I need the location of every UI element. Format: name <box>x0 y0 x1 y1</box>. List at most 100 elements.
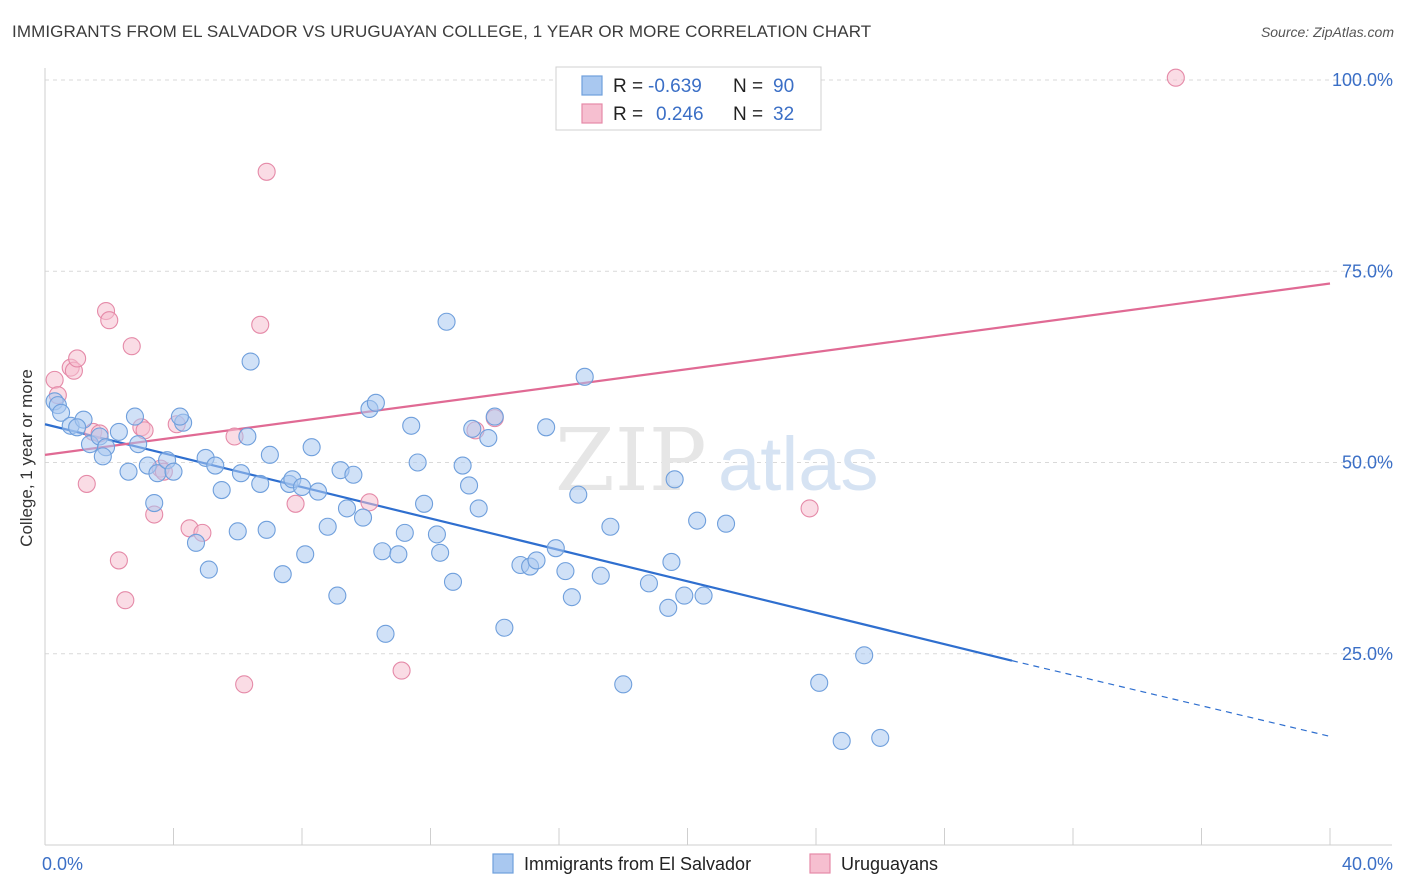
point-blue-30 <box>251 474 270 493</box>
point-blue-13 <box>129 435 148 454</box>
point-blue-64 <box>485 407 504 426</box>
legend-r-label-1: R = <box>613 76 643 97</box>
point-blue-81 <box>665 470 684 489</box>
y-axis-label: College, 1 year or more <box>17 369 36 547</box>
point-pink-24 <box>257 162 276 181</box>
point-pink-12 <box>122 337 141 356</box>
point-blue-36 <box>292 477 312 497</box>
y-tick-label-0: 25.0% <box>1342 644 1393 664</box>
point-blue-78 <box>639 574 659 593</box>
point-blue-76 <box>601 517 620 536</box>
point-blue-77 <box>614 675 633 694</box>
point-pink-10 <box>109 551 128 570</box>
legend-r-label-2: R = <box>613 104 643 125</box>
point-blue-43 <box>337 499 357 518</box>
trend-line-pink <box>44 282 1331 456</box>
point-blue-61 <box>463 419 482 438</box>
point-blue-62 <box>469 499 488 518</box>
axes <box>44 68 1392 846</box>
series-legend-swatch-blue <box>492 853 514 874</box>
point-blue-79 <box>659 598 678 617</box>
point-blue-65 <box>495 618 514 637</box>
point-blue-41 <box>328 586 347 605</box>
point-blue-82 <box>675 586 694 605</box>
point-blue-33 <box>273 565 292 584</box>
point-blue-10 <box>109 422 128 441</box>
point-pink-5 <box>77 474 96 493</box>
point-pink-22 <box>235 675 254 694</box>
point-blue-20 <box>170 407 189 426</box>
legend-r-value-1: -0.639 <box>648 76 702 97</box>
point-pink-31 <box>1166 68 1185 87</box>
x-tick-label-1: 40.0% <box>1342 854 1393 874</box>
point-blue-29 <box>241 352 260 371</box>
legend-n-value-2: 32 <box>773 104 794 125</box>
point-blue-12 <box>125 407 144 426</box>
legend-n-value-1: 90 <box>773 76 794 97</box>
y-tick-label-2: 75.0% <box>1342 261 1393 281</box>
point-blue-72 <box>562 588 581 607</box>
point-blue-87 <box>832 731 851 751</box>
point-blue-5 <box>68 418 87 437</box>
point-blue-25 <box>212 480 231 500</box>
point-blue-55 <box>427 525 446 544</box>
point-blue-53 <box>408 453 427 472</box>
point-blue-31 <box>257 520 276 539</box>
point-blue-63 <box>479 428 498 448</box>
point-blue-40 <box>318 517 337 536</box>
point-blue-57 <box>437 312 456 331</box>
point-blue-54 <box>415 494 434 513</box>
legend-swatch-pink <box>581 103 603 124</box>
point-blue-70 <box>546 539 565 558</box>
point-blue-74 <box>575 367 594 386</box>
trend-line-blue-extension <box>1011 660 1331 737</box>
point-blue-73 <box>569 485 588 504</box>
point-pink-4 <box>68 349 87 368</box>
point-blue-88 <box>855 646 874 665</box>
point-blue-59 <box>453 456 472 475</box>
point-blue-47 <box>366 393 385 412</box>
point-pink-0 <box>45 370 64 389</box>
series-legend-swatch-pink <box>809 853 831 874</box>
point-blue-52 <box>402 416 421 435</box>
point-blue-58 <box>443 572 463 591</box>
point-blue-51 <box>395 523 414 542</box>
series-legend-label-pink: Uruguayans <box>841 854 938 874</box>
point-blue-45 <box>353 508 373 527</box>
point-blue-71 <box>556 562 575 581</box>
y-tick-label-3: 100.0% <box>1332 70 1393 90</box>
point-blue-50 <box>389 545 408 564</box>
point-blue-27 <box>231 464 251 483</box>
x-tick-label-0: 0.0% <box>42 854 83 874</box>
chart-source: Source: ZipAtlas.com <box>1260 24 1394 40</box>
point-blue-49 <box>376 624 395 643</box>
point-pink-23 <box>251 315 270 334</box>
point-blue-23 <box>199 560 218 579</box>
point-pink-25 <box>286 494 305 513</box>
y-tick-label-1: 50.0% <box>1342 453 1393 473</box>
chart-title: IMMIGRANTS FROM EL SALVADOR VS URUGUAYAN… <box>12 22 872 41</box>
tick-labels: 25.0% 50.0% 75.0% 100.0% 0.0% 40.0% <box>42 70 1393 874</box>
point-blue-32 <box>260 445 279 464</box>
point-blue-48 <box>373 542 392 561</box>
point-blue-56 <box>431 543 450 562</box>
point-blue-2 <box>52 403 71 422</box>
stats-legend: R = -0.639 N = 90 R = 0.246 N = 32 <box>555 66 822 131</box>
point-pink-27 <box>392 661 411 680</box>
series-legend-label-blue: Immigrants from El Salvador <box>524 854 751 874</box>
point-pink-30 <box>800 499 819 518</box>
legend-n-label-1: N = <box>733 76 763 97</box>
point-blue-75 <box>591 566 610 585</box>
point-blue-15 <box>145 493 164 513</box>
point-blue-9 <box>93 447 112 466</box>
point-blue-26 <box>228 522 247 541</box>
legend-swatch-blue <box>581 75 603 96</box>
point-blue-80 <box>662 552 681 572</box>
legend-n-label-2: N = <box>733 104 763 125</box>
point-pink-26 <box>360 493 379 512</box>
point-blue-24 <box>206 456 225 475</box>
point-blue-39 <box>309 482 328 501</box>
point-blue-21 <box>186 533 206 552</box>
point-blue-69 <box>537 418 556 437</box>
